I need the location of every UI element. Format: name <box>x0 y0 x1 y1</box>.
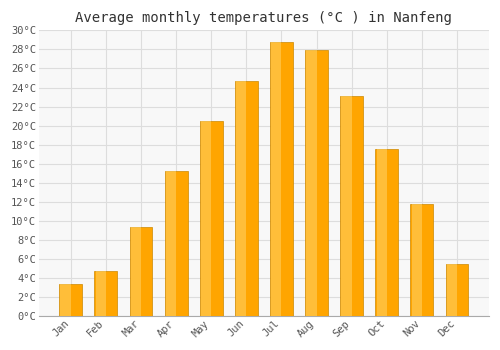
Bar <box>340 96 363 316</box>
Bar <box>201 121 211 316</box>
Bar <box>376 149 398 316</box>
Bar <box>96 271 106 316</box>
Bar <box>60 285 71 316</box>
Bar <box>270 42 293 316</box>
Bar <box>412 204 422 316</box>
Bar <box>236 81 246 316</box>
Bar <box>447 264 457 316</box>
Bar <box>94 271 118 316</box>
Title: Average monthly temperatures (°C ) in Nanfeng: Average monthly temperatures (°C ) in Na… <box>76 11 452 25</box>
Bar <box>130 228 141 316</box>
Bar <box>60 285 82 316</box>
Bar <box>130 228 152 316</box>
Bar <box>164 171 188 316</box>
Bar <box>342 96 351 316</box>
Bar <box>305 50 328 316</box>
Bar <box>271 42 281 316</box>
Bar <box>446 264 468 316</box>
Bar <box>166 171 176 316</box>
Bar <box>376 149 387 316</box>
Bar <box>306 50 316 316</box>
Bar <box>200 121 222 316</box>
Bar <box>410 204 434 316</box>
Bar <box>235 81 258 316</box>
